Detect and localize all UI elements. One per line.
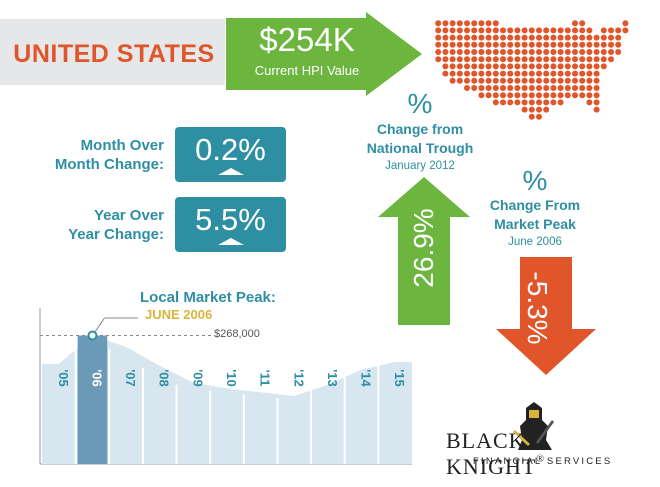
peak-percent-icon: % (522, 165, 548, 196)
trough-value: 26.9% (408, 208, 439, 288)
month-change-label-line1: Month Over (80, 137, 164, 154)
trough-title: Change from National Trough (345, 120, 495, 158)
peak-value: -5.3% (522, 271, 553, 345)
chart-tick-label: '08 (157, 369, 172, 387)
up-triangle-icon (218, 238, 244, 245)
region-title: UNITED STATES (13, 40, 215, 68)
usa-dot-map-icon (435, 20, 629, 120)
trough-percent-icon: % (407, 88, 433, 119)
chart-tick-label: '12 (291, 369, 306, 387)
up-triangle-icon (218, 168, 244, 175)
chart-area (42, 335, 412, 464)
year-change-value: 5.5% (195, 202, 266, 237)
chart-tick-label: '13 (325, 369, 340, 387)
logo-name-part2: KNIGHT (446, 454, 537, 479)
chart-highlight-bar (77, 335, 108, 464)
month-change-label: Month Over Month Change: (4, 136, 164, 174)
hpi-arrow (226, 12, 422, 96)
year-change-label-line2: Year Change: (68, 226, 164, 243)
chart-peak-marker (87, 330, 98, 341)
region-band (0, 19, 225, 85)
month-change-value: 0.2% (195, 132, 266, 167)
logo-registered: ® (536, 454, 545, 465)
chart-tick-label: '11 (258, 370, 273, 387)
chart-peak-title: Local Market Peak: (140, 289, 276, 306)
chart-tick-label: '09 (190, 369, 205, 387)
peak-title-line2: Market Peak (494, 216, 576, 232)
logo-name-part1: BLACK (446, 428, 526, 453)
chart-tick-label: '14 (359, 369, 374, 387)
knight-logo-icon (513, 402, 554, 450)
up-arrow (378, 177, 470, 325)
trough-title-line1: Change from (376, 121, 464, 137)
trough-title-line2: National Trough (366, 140, 474, 156)
peak-title: Change From Market Peak (465, 196, 605, 234)
peak-date: June 2006 (508, 236, 562, 248)
logo-subtitle: FINANCIAL SERVICES (473, 456, 613, 467)
chart-tick-label: '15 (392, 369, 407, 387)
chart-tick-label: '10 (224, 369, 239, 387)
year-change-label: Year Over Year Change: (4, 206, 164, 244)
chart-peak-date: JUNE 2006 (145, 307, 213, 322)
logo-wordmark: BLACKKNIGHT® (446, 428, 660, 480)
chart-tick-label: '06 (89, 369, 104, 387)
year-change-label-line1: Year Over (93, 207, 164, 224)
chart-tick-label: '07 (123, 369, 138, 387)
chart-tick-label: '05 (56, 369, 71, 387)
month-change-label-line2: Month Change: (54, 156, 164, 173)
trough-date: January 2012 (385, 160, 455, 172)
chart-peak-price: $268,000 (214, 328, 260, 340)
hpi-value: $254K (259, 21, 355, 58)
hpi-label: Current HPI Value (254, 63, 360, 78)
down-arrow (496, 257, 596, 375)
year-change-badge: 5.5% (175, 197, 286, 252)
month-change-badge: 0.2% (175, 127, 286, 182)
hpi-area-chart: '05 '06 '07 '08 '09 '10 '11 '12 '13 '14 '15 (39, 308, 412, 465)
peak-title-line1: Change From (489, 197, 581, 213)
